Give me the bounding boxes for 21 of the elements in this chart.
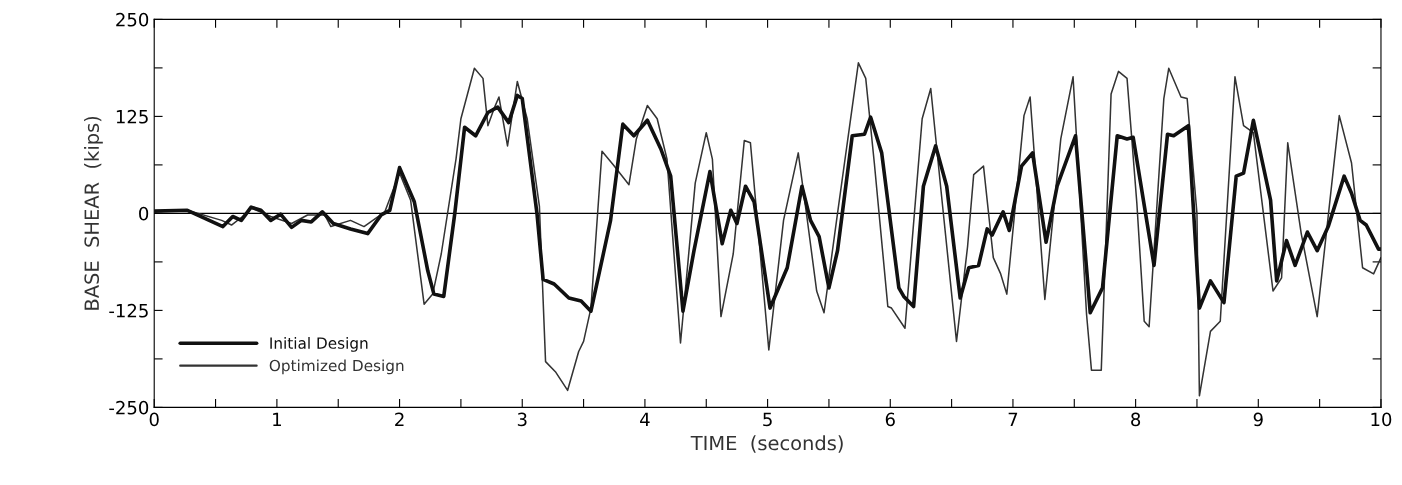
x-tick-label: 6 [885, 412, 895, 427]
x-tick-label: 2 [395, 412, 404, 426]
y-tick-label: 125 [116, 109, 148, 124]
x-tick-label: 10 [1371, 412, 1392, 427]
x-tick-label: 0 [149, 412, 159, 427]
legend-label: Optimized Design [269, 359, 404, 375]
y-tick-label: -125 [109, 303, 148, 318]
x-tick-label: 1 [273, 412, 281, 426]
y-tick-label: -250 [109, 400, 149, 415]
x-tick-label: 7 [1008, 412, 1018, 426]
y-tick-label: 250 [116, 12, 149, 27]
x-tick-label: 8 [1131, 412, 1141, 427]
x-tick-label: 3 [517, 412, 527, 427]
x-tick-label: 4 [640, 412, 650, 426]
line-series [154, 93, 1381, 315]
x-axis-title: TIME (seconds) [690, 435, 843, 453]
y-axis-title: BASE SHEAR (kips) [84, 116, 103, 310]
x-tick-label: 5 [763, 412, 772, 427]
y-tick-label: 0 [139, 206, 149, 221]
legend-label: Initial Design [270, 337, 368, 352]
x-tick-label: 9 [1253, 412, 1263, 427]
